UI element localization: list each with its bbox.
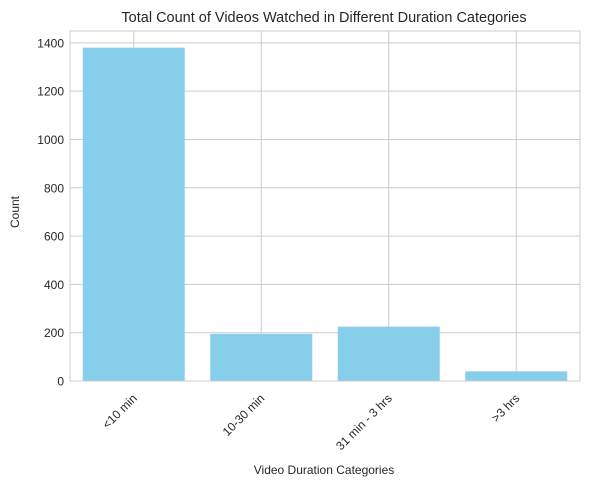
x-tick-label: 31 min - 3 hrs bbox=[333, 391, 395, 453]
bar bbox=[82, 47, 185, 382]
y-axis-label: Count bbox=[8, 195, 22, 228]
y-tick-labels: 0 200 400 600 800 1000 1200 1400 bbox=[37, 36, 64, 388]
x-tick-label: >3 hrs bbox=[489, 391, 523, 425]
chart-title: Total Count of Videos Watched in Differe… bbox=[121, 10, 526, 26]
plot-frame bbox=[69, 30, 581, 382]
y-tick-label: 600 bbox=[44, 230, 64, 244]
y-tick-label: 800 bbox=[44, 181, 64, 195]
y-tick-label: 400 bbox=[44, 278, 64, 292]
x-axis-label: Video Duration Categories bbox=[254, 463, 395, 477]
y-tick-label: 1400 bbox=[37, 36, 64, 50]
plot-border bbox=[69, 30, 581, 382]
bars bbox=[82, 47, 568, 382]
x-tick-labels: <10 min 10-30 min 31 min - 3 hrs >3 hrs bbox=[100, 391, 523, 453]
bar bbox=[210, 333, 313, 381]
y-tick-label: 1200 bbox=[37, 85, 64, 99]
bar bbox=[465, 371, 568, 381]
bar bbox=[337, 326, 440, 381]
y-tick-label: 0 bbox=[57, 375, 64, 389]
x-tick-label: 10-30 min bbox=[220, 391, 268, 439]
y-tick-label: 1000 bbox=[37, 133, 64, 147]
y-tick-label: 200 bbox=[44, 326, 64, 340]
x-tick-label: <10 min bbox=[100, 391, 140, 431]
